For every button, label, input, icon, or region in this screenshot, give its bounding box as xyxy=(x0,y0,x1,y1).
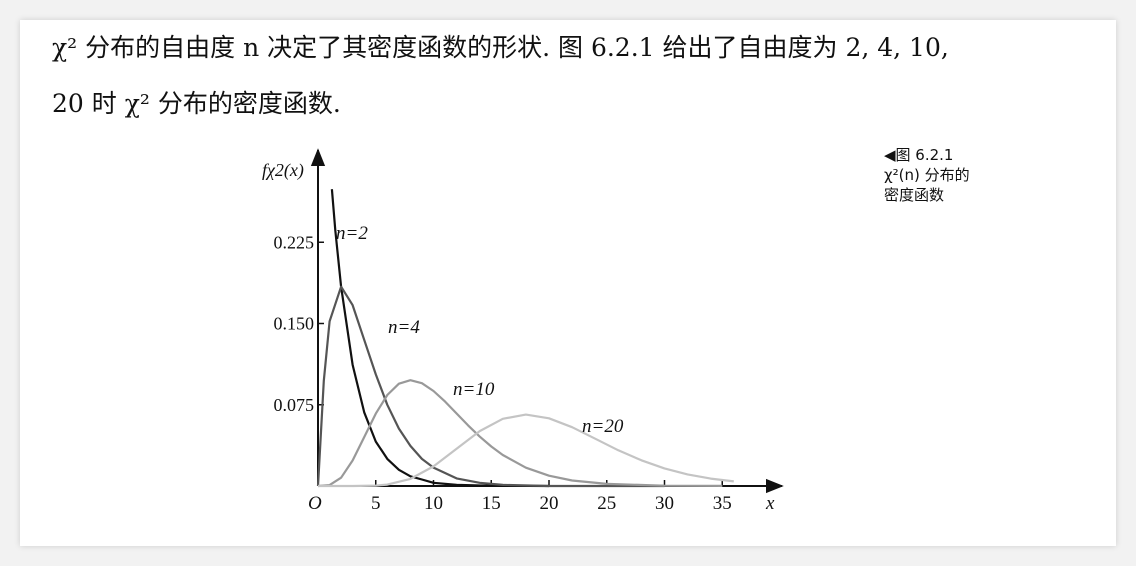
paragraph-line: 20 时 χ² 分布的密度函数. xyxy=(52,89,341,118)
y-axis-label: fχ2(x) xyxy=(262,160,304,181)
paragraph-line: χ² 分布的自由度 n 决定了其密度函数的形状. 图 6.2.1 给出了自由度为… xyxy=(52,33,949,62)
y-tick-label: 0.150 xyxy=(274,314,315,334)
x-tick-label: 15 xyxy=(482,493,501,514)
density-curve xyxy=(317,379,723,488)
page-card: χ² 分布的自由度 n 决定了其密度函数的形状. 图 6.2.1 给出了自由度为… xyxy=(20,20,1116,546)
x-tick-label: 35 xyxy=(713,493,732,514)
caption-line: 密度函数 xyxy=(884,186,945,204)
y-tick-label: 0.225 xyxy=(274,232,315,252)
density-curve xyxy=(316,285,665,488)
y-tick-label: 0.075 xyxy=(274,395,315,415)
caption-line: χ²(n) 分布的 xyxy=(884,166,970,184)
x-tick-label: 5 xyxy=(371,493,381,514)
curve-label: n=20 xyxy=(582,416,624,437)
x-tick-label: 20 xyxy=(540,493,559,514)
x-tick-label: 30 xyxy=(655,493,674,514)
caption-line: ◀图 6.2.1 xyxy=(884,146,954,164)
curve-label: n=4 xyxy=(388,317,420,338)
origin-label: O xyxy=(308,493,322,514)
density-curve xyxy=(330,189,550,488)
x-tick-label: 25 xyxy=(597,493,616,514)
density-curve xyxy=(318,413,734,488)
x-axis-label: x xyxy=(765,493,775,514)
curve-label: n=10 xyxy=(453,379,495,400)
x-tick-label: 10 xyxy=(424,493,443,514)
curve-label: n=2 xyxy=(336,223,368,244)
